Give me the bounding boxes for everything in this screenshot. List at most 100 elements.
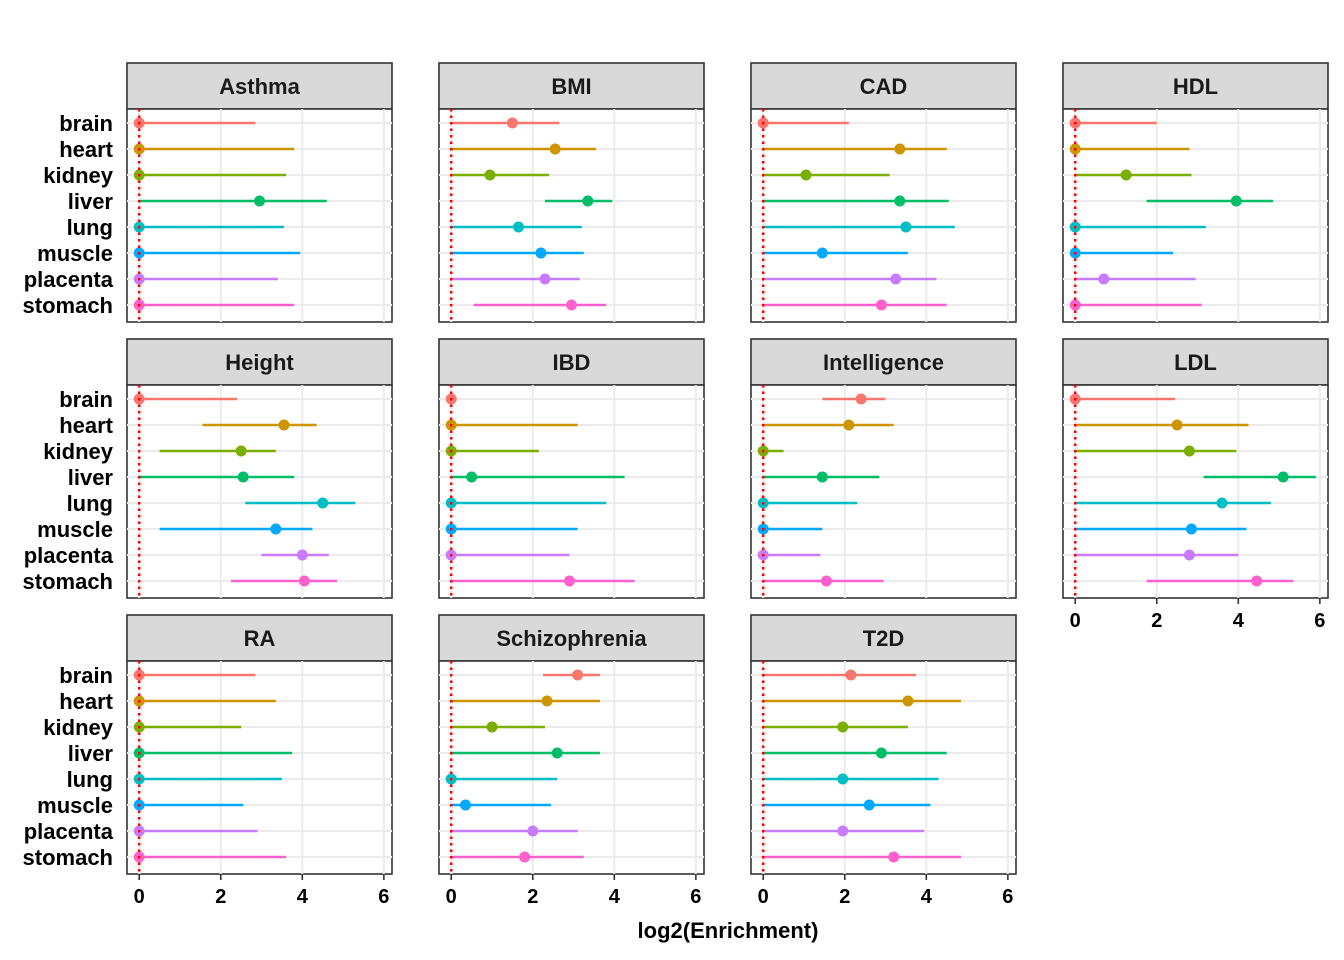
- point-schizophrenia-kidney: [486, 721, 498, 733]
- point-height-heart: [278, 419, 290, 431]
- y-label-brain: brain: [59, 663, 113, 688]
- y-label-brain: brain: [59, 111, 113, 136]
- x-axis-title: log2(Enrichment): [638, 918, 819, 943]
- point-cad-placenta: [890, 273, 902, 285]
- x-tick-label-2: 2: [215, 886, 226, 908]
- strip-title-cad: CAD: [860, 74, 908, 99]
- point-cad-heart: [894, 143, 906, 155]
- point-intelligence-brain: [855, 393, 867, 405]
- y-label-liver: liver: [68, 189, 114, 214]
- point-hdl-placenta: [1098, 273, 1110, 285]
- panel-border-cad: [750, 108, 1017, 323]
- x-tick-label-6: 6: [378, 886, 389, 908]
- point-height-stomach: [298, 575, 310, 587]
- panel-border-t2d: [750, 660, 1017, 875]
- y-label-heart: heart: [59, 137, 113, 162]
- point-intelligence-heart: [843, 419, 855, 431]
- point-schizophrenia-heart: [541, 695, 553, 707]
- point-cad-lung: [900, 221, 912, 233]
- point-hdl-liver: [1230, 195, 1242, 207]
- panel-border-ra: [126, 660, 393, 875]
- y-label-lung: lung: [67, 767, 113, 792]
- panel-ldl: LDL 0 2 4 6: [1062, 338, 1329, 632]
- point-ldl-kidney: [1183, 445, 1195, 457]
- x-tick-label-6: 6: [1314, 610, 1325, 632]
- strip-hdl: [1062, 62, 1329, 110]
- x-tick-label-0: 0: [1070, 610, 1081, 632]
- point-height-placenta: [296, 549, 308, 561]
- strip-title-height: Height: [225, 350, 294, 375]
- point-t2d-placenta: [837, 825, 849, 837]
- strip-title-asthma: Asthma: [219, 74, 300, 99]
- panel-border-bmi: [438, 108, 705, 323]
- point-bmi-stomach: [566, 299, 577, 311]
- panel-height: Height brainheartkidneyliverlungmusclepla…: [23, 338, 393, 599]
- strip-ra: [126, 614, 393, 662]
- point-cad-kidney: [800, 169, 812, 181]
- strip-title-t2d: T2D: [863, 626, 905, 651]
- point-bmi-liver: [582, 195, 594, 207]
- strip-asthma: [126, 62, 393, 110]
- x-tick-label-6: 6: [1002, 886, 1013, 908]
- y-label-brain: brain: [59, 387, 113, 412]
- panel-bmi: BMI: [438, 62, 705, 323]
- y-label-muscle: muscle: [37, 241, 113, 266]
- point-ldl-muscle: [1185, 523, 1197, 535]
- panel-asthma: Asthma brainheartkidneyliverlungmusclepla…: [23, 62, 393, 323]
- point-t2d-liver: [875, 747, 887, 759]
- point-ibd-liver: [466, 471, 478, 483]
- strip-title-bmi: BMI: [551, 74, 591, 99]
- point-ldl-lung: [1216, 497, 1228, 509]
- point-t2d-heart: [902, 695, 914, 707]
- y-label-kidney: kidney: [43, 439, 113, 464]
- y-label-stomach: stomach: [23, 569, 113, 594]
- panel-schizophrenia: Schizophrenia 0 2 4 6: [438, 614, 705, 908]
- panel-t2d: T2D 0 2 4 6: [750, 614, 1017, 908]
- point-cad-stomach: [875, 299, 887, 311]
- x-tick-label-2: 2: [1151, 610, 1162, 632]
- y-label-heart: heart: [59, 413, 113, 438]
- panel-cad: CAD: [750, 62, 1017, 323]
- y-label-muscle: muscle: [37, 793, 113, 818]
- point-height-kidney: [235, 445, 247, 457]
- y-label-lung: lung: [67, 491, 113, 516]
- y-label-placenta: placenta: [24, 819, 114, 844]
- panel-ibd: IBD: [438, 338, 705, 599]
- y-label-muscle: muscle: [37, 517, 113, 542]
- point-t2d-stomach: [888, 851, 900, 863]
- strip-t2d: [750, 614, 1017, 662]
- point-t2d-muscle: [863, 799, 875, 811]
- y-label-heart: heart: [59, 689, 113, 714]
- panel-border-asthma: [126, 108, 393, 323]
- x-tick-label-4: 4: [1233, 610, 1245, 632]
- point-height-muscle: [270, 523, 282, 535]
- y-label-kidney: kidney: [43, 715, 113, 740]
- point-height-lung: [317, 497, 329, 509]
- y-label-stomach: stomach: [23, 293, 113, 318]
- point-ldl-stomach: [1251, 575, 1263, 587]
- strip-title-hdl: HDL: [1173, 74, 1218, 99]
- point-intelligence-liver: [816, 471, 828, 483]
- point-height-liver: [237, 471, 249, 483]
- point-bmi-lung: [513, 221, 524, 233]
- point-cad-muscle: [816, 247, 828, 259]
- point-schizophrenia-stomach: [519, 851, 531, 863]
- y-label-lung: lung: [67, 215, 113, 240]
- strip-height: [126, 338, 393, 386]
- point-schizophrenia-liver: [551, 747, 563, 759]
- strip-schizophrenia: [438, 614, 705, 662]
- point-bmi-placenta: [539, 273, 551, 285]
- panel-hdl: HDL: [1062, 62, 1329, 323]
- x-tick-label-0: 0: [758, 886, 769, 908]
- point-ldl-placenta: [1183, 549, 1195, 561]
- panel-border-intelligence: [750, 384, 1017, 599]
- point-bmi-heart: [549, 143, 561, 155]
- strip-ldl: [1062, 338, 1329, 386]
- point-ibd-stomach: [563, 575, 575, 587]
- point-intelligence-stomach: [820, 575, 832, 587]
- x-tick-label-4: 4: [297, 886, 309, 908]
- x-tick-label-0: 0: [134, 886, 145, 908]
- point-asthma-liver: [254, 195, 265, 207]
- point-ldl-heart: [1171, 419, 1183, 431]
